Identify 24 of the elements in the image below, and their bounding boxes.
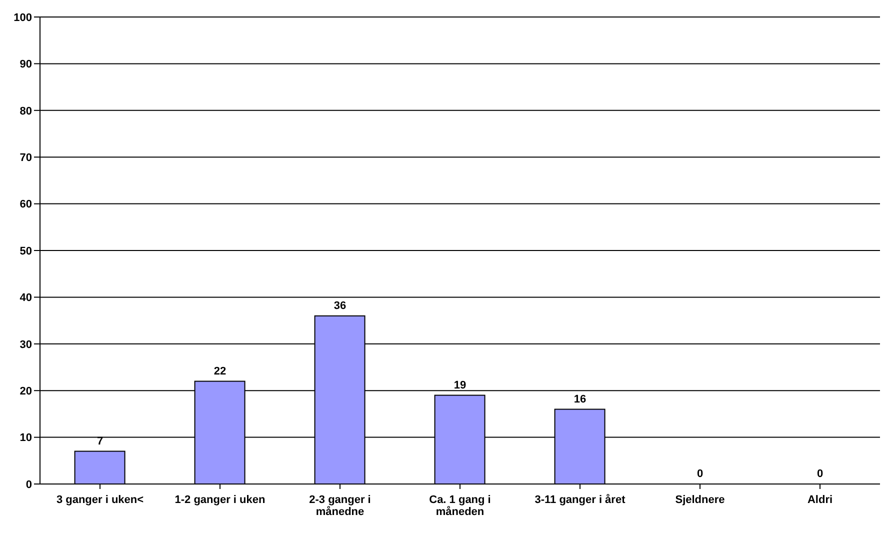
data-label: 19	[454, 379, 466, 392]
y-tick-label: 40	[20, 292, 32, 304]
x-tick-label: 3-11 ganger i året	[534, 493, 626, 506]
y-tick-label: 20	[20, 386, 32, 398]
y-tick-label: 80	[20, 105, 32, 118]
data-label: 22	[214, 365, 226, 378]
y-tick-label: 70	[20, 152, 32, 164]
y-tick-label: 90	[20, 58, 32, 71]
x-tick-label: Ca. 1 gang i måneden	[429, 494, 491, 518]
x-tick-label: 1-2 ganger i uken	[174, 494, 266, 506]
y-tick-label: 30	[20, 338, 32, 351]
x-tick-label: Sjeldnere	[675, 494, 725, 506]
y-tick-label: 0	[26, 478, 32, 491]
data-label: 0	[696, 468, 704, 480]
y-tick-label: 50	[20, 245, 32, 258]
y-tick-label: 60	[20, 198, 32, 211]
data-label: 0	[816, 468, 824, 480]
x-tick-label: 3 ganger i uken<	[56, 494, 144, 506]
x-tick-label: 2-3 ganger i månedne	[309, 494, 371, 518]
data-label: 36	[334, 300, 346, 312]
y-tick-label: 10	[20, 432, 32, 444]
data-label: 16	[574, 393, 586, 406]
y-tick-label: 100	[14, 12, 32, 24]
x-tick-label: Aldri	[807, 494, 833, 506]
